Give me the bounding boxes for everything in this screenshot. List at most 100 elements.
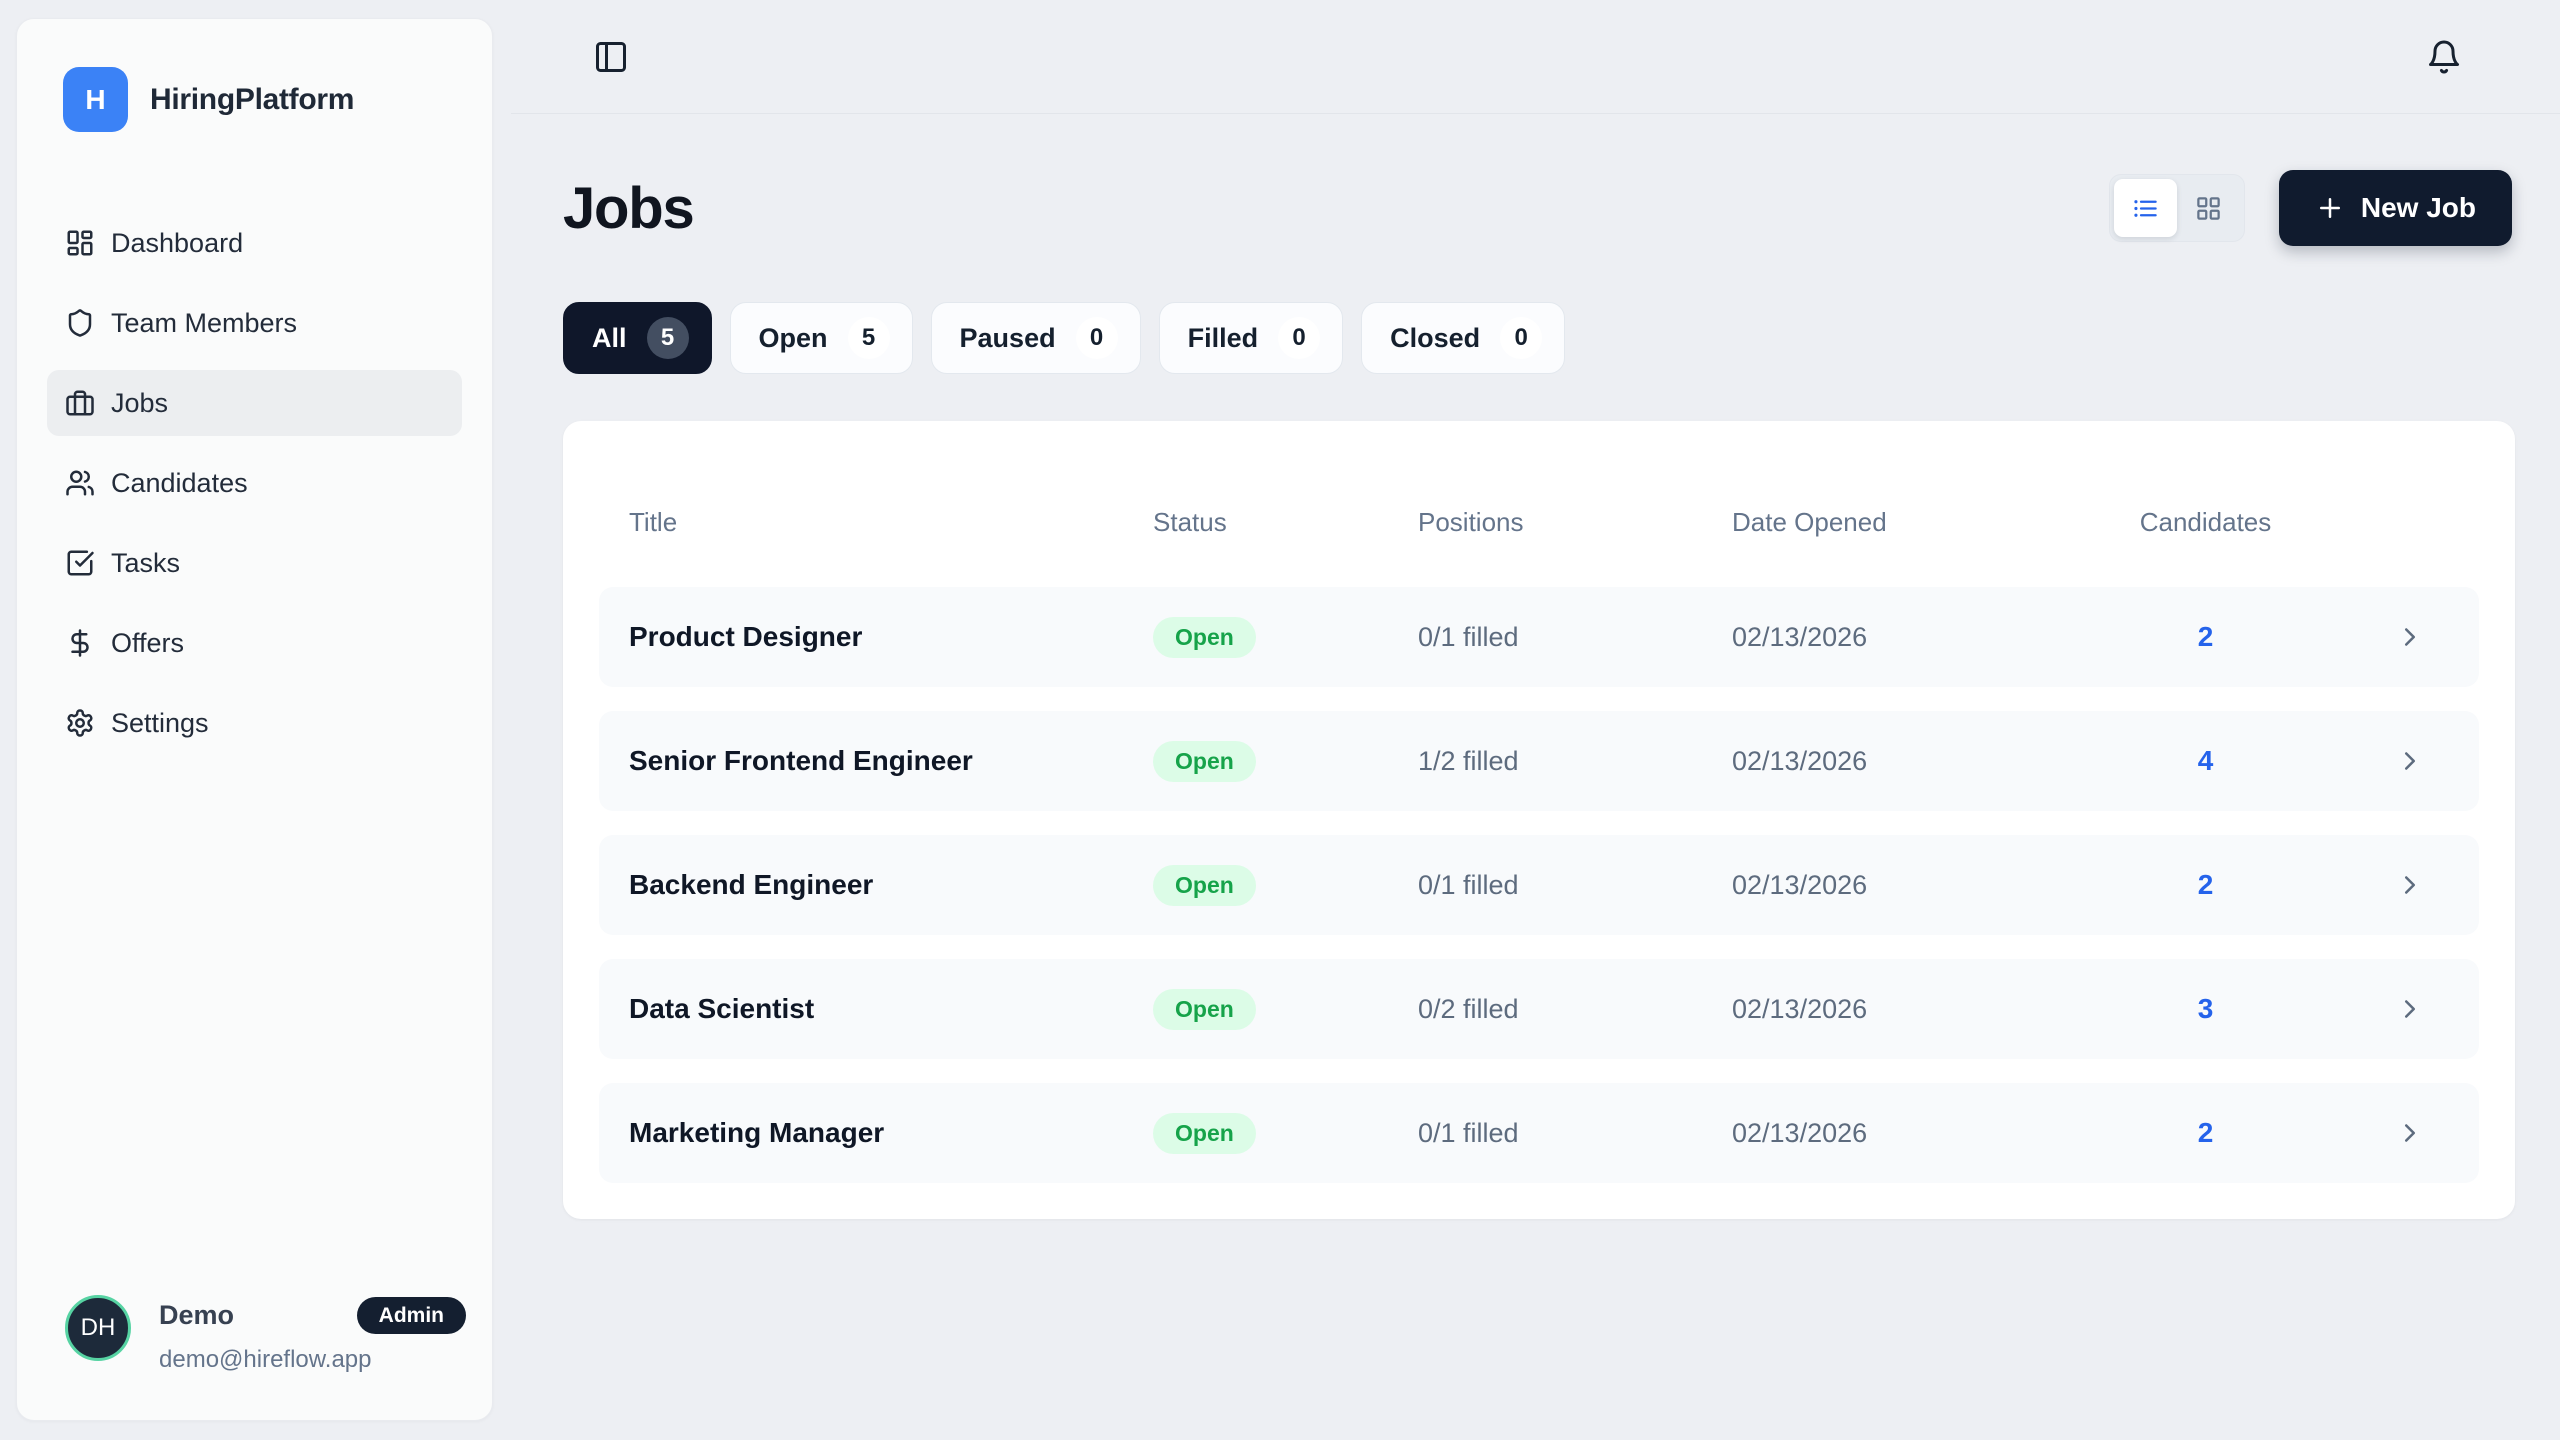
filter-filled[interactable]: Filled 0 bbox=[1158, 302, 1344, 374]
sidebar-item-label: Jobs bbox=[111, 387, 169, 418]
candidates-count-link[interactable]: 2 bbox=[2197, 869, 2214, 900]
filter-count-badge: 5 bbox=[847, 317, 890, 359]
user-profile[interactable]: DH Demo Admin demo@hireflow.app bbox=[17, 1295, 492, 1420]
table-row[interactable]: Data Scientist Open 0/2 filled 02/13/202… bbox=[599, 959, 2479, 1059]
filter-label: Filled bbox=[1187, 322, 1259, 353]
job-title: Marketing Manager bbox=[629, 1117, 885, 1148]
sidebar-item-jobs[interactable]: Jobs bbox=[47, 370, 462, 436]
role-badge: Admin bbox=[356, 1297, 466, 1334]
top-bar bbox=[511, 0, 2560, 114]
status-badge: Open bbox=[1153, 616, 1256, 658]
column-header-positions: Positions bbox=[1418, 506, 1524, 537]
date-opened-cell: 02/13/2026 bbox=[1732, 621, 1868, 652]
new-job-button[interactable]: New Job bbox=[2278, 170, 2512, 246]
filter-label: Closed bbox=[1390, 322, 1481, 353]
sidebar-item-label: Team Members bbox=[111, 307, 298, 338]
sidebar-item-label: Settings bbox=[111, 707, 209, 738]
filter-count-badge: 0 bbox=[1500, 317, 1543, 359]
avatar-initials: DH bbox=[80, 1314, 116, 1341]
status-badge: Open bbox=[1153, 864, 1256, 906]
chevron-right-icon[interactable] bbox=[2395, 1118, 2449, 1148]
dashboard-icon bbox=[65, 228, 95, 258]
candidates-count-link[interactable]: 4 bbox=[2197, 745, 2214, 776]
sidebar-item-offers[interactable]: Offers bbox=[47, 610, 462, 676]
table-row[interactable]: Senior Frontend Engineer Open 1/2 filled… bbox=[599, 711, 2479, 811]
column-header-candidates: Candidates bbox=[2139, 506, 2272, 537]
notifications-button[interactable] bbox=[2426, 39, 2462, 75]
status-badge: Open bbox=[1153, 988, 1256, 1030]
column-header-status: Status bbox=[1153, 506, 1227, 537]
sidebar-item-tasks[interactable]: Tasks bbox=[47, 530, 462, 596]
positions-cell: 0/1 filled bbox=[1418, 621, 1519, 652]
sidebar-nav: Dashboard Team Members Jobs Candidates T… bbox=[17, 132, 492, 756]
user-email: demo@hireflow.app bbox=[159, 1346, 372, 1373]
filter-label: Paused bbox=[959, 322, 1056, 353]
status-badge: Open bbox=[1153, 1112, 1256, 1154]
positions-cell: 0/1 filled bbox=[1418, 1117, 1519, 1148]
sidebar-item-label: Tasks bbox=[111, 547, 181, 578]
filter-count-badge: 0 bbox=[1075, 317, 1118, 359]
chevron-right-icon[interactable] bbox=[2395, 746, 2449, 776]
job-title: Data Scientist bbox=[629, 993, 815, 1024]
sidebar-item-settings[interactable]: Settings bbox=[47, 690, 462, 756]
user-name: Demo bbox=[159, 1300, 235, 1330]
date-opened-cell: 02/13/2026 bbox=[1732, 1117, 1868, 1148]
grid-icon bbox=[2195, 195, 2222, 222]
date-opened-cell: 02/13/2026 bbox=[1732, 993, 1868, 1024]
list-icon bbox=[2132, 195, 2159, 222]
date-opened-cell: 02/13/2026 bbox=[1732, 869, 1868, 900]
filter-label: All bbox=[592, 322, 627, 353]
shield-icon bbox=[65, 308, 95, 338]
table-header: Title Status Positions Date Opened Candi… bbox=[599, 457, 2479, 587]
filter-closed[interactable]: Closed 0 bbox=[1361, 302, 1566, 374]
candidates-count-link[interactable]: 3 bbox=[2197, 993, 2214, 1024]
check-square-icon bbox=[65, 548, 95, 578]
filter-label: Open bbox=[758, 322, 828, 353]
new-job-label: New Job bbox=[2360, 192, 2476, 223]
table-row[interactable]: Marketing Manager Open 0/1 filled 02/13/… bbox=[599, 1083, 2479, 1183]
sidebar-item-team-members[interactable]: Team Members bbox=[47, 290, 462, 356]
jobs-table-card: Title Status Positions Date Opened Candi… bbox=[563, 421, 2515, 1219]
candidates-count-link[interactable]: 2 bbox=[2197, 621, 2214, 652]
table-row[interactable]: Backend Engineer Open 0/1 filled 02/13/2… bbox=[599, 835, 2479, 935]
filter-count-badge: 5 bbox=[646, 317, 689, 359]
job-title: Product Designer bbox=[629, 621, 863, 652]
gear-icon bbox=[65, 708, 95, 738]
plus-icon bbox=[2315, 193, 2345, 223]
column-header-title: Title bbox=[629, 506, 678, 537]
positions-cell: 0/1 filled bbox=[1418, 869, 1519, 900]
chevron-right-icon[interactable] bbox=[2395, 622, 2449, 652]
list-view-button[interactable] bbox=[2113, 179, 2177, 237]
positions-cell: 1/2 filled bbox=[1418, 745, 1519, 776]
sidebar-item-dashboard[interactable]: Dashboard bbox=[47, 210, 462, 276]
chevron-right-icon[interactable] bbox=[2395, 994, 2449, 1024]
positions-cell: 0/2 filled bbox=[1418, 993, 1519, 1024]
sidebar-item-label: Offers bbox=[111, 627, 185, 658]
column-header-date-opened: Date Opened bbox=[1732, 506, 1887, 537]
briefcase-icon bbox=[65, 388, 95, 418]
bell-icon bbox=[2426, 39, 2462, 75]
app-brand: H HiringPlatform bbox=[17, 19, 492, 132]
table-row[interactable]: Product Designer Open 0/1 filled 02/13/2… bbox=[599, 587, 2479, 687]
app-logo: H bbox=[63, 67, 128, 132]
filter-paused[interactable]: Paused 0 bbox=[930, 302, 1141, 374]
grid-view-button[interactable] bbox=[2177, 179, 2240, 237]
users-icon bbox=[65, 468, 95, 498]
job-title: Backend Engineer bbox=[629, 869, 874, 900]
sidebar-item-candidates[interactable]: Candidates bbox=[47, 450, 462, 516]
chevron-right-icon[interactable] bbox=[2395, 870, 2449, 900]
dollar-icon bbox=[65, 628, 95, 658]
avatar: DH bbox=[65, 1295, 131, 1361]
status-filters: All 5 Open 5 Paused 0 Filled 0 Closed 0 bbox=[563, 302, 2512, 374]
filter-all[interactable]: All 5 bbox=[563, 302, 712, 374]
panel-left-icon bbox=[593, 39, 629, 75]
main-area: Jobs bbox=[493, 0, 2560, 1440]
sidebar: H HiringPlatform Dashboard Team Members … bbox=[16, 18, 493, 1421]
sidebar-item-label: Candidates bbox=[111, 467, 248, 498]
sidebar-item-label: Dashboard bbox=[111, 227, 244, 258]
app-logo-letter: H bbox=[85, 83, 106, 115]
filter-open[interactable]: Open 5 bbox=[729, 302, 913, 374]
sidebar-toggle-button[interactable] bbox=[593, 39, 629, 75]
candidates-count-link[interactable]: 2 bbox=[2197, 1117, 2214, 1148]
status-badge: Open bbox=[1153, 740, 1256, 782]
